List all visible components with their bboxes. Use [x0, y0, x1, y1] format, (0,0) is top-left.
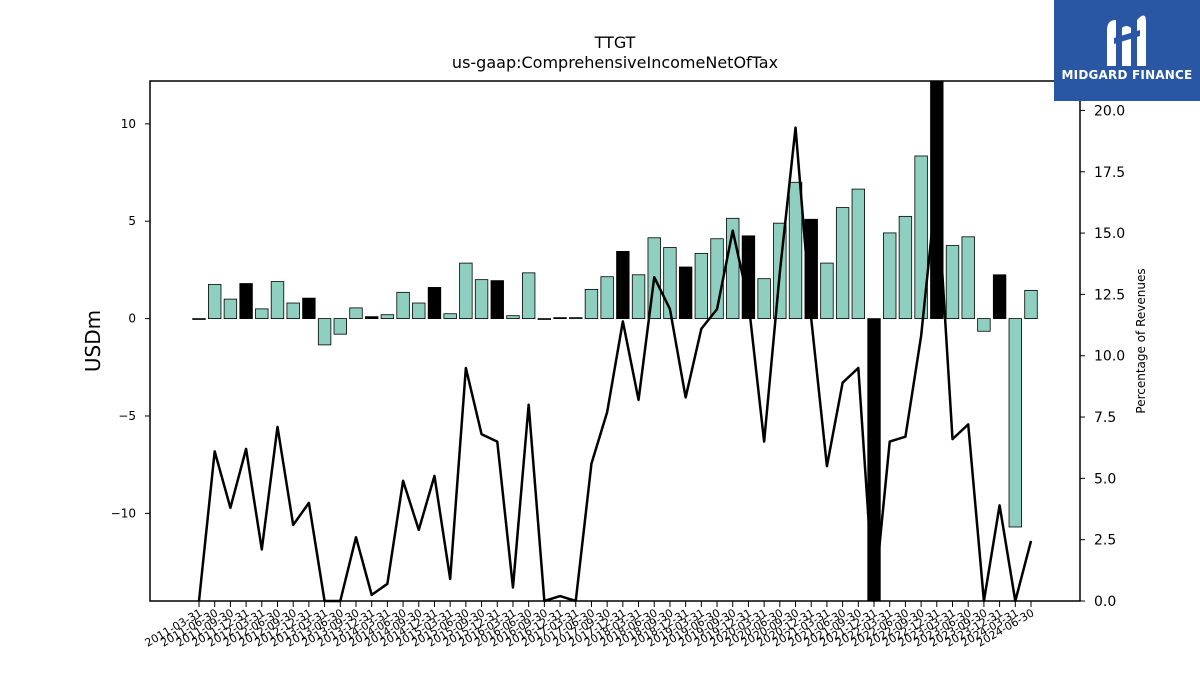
- bar-2011-06-30: [208, 284, 222, 319]
- bar-2016-09-30: [537, 318, 552, 320]
- y2-tick-label: 7.5: [1094, 410, 1116, 426]
- bar-2018-12-31: [678, 266, 693, 319]
- line-series: [197, 126, 1033, 603]
- bar-2024-03-31: [1008, 318, 1022, 528]
- bar-2015-09-30: [474, 279, 489, 319]
- bar-2019-03-31: [694, 252, 709, 319]
- bar-2011-03-31: [192, 318, 206, 320]
- bar-2017-03-31: [569, 317, 583, 320]
- bar-2014-03-31: [380, 314, 395, 320]
- bar-2023-03-31: [945, 245, 960, 320]
- bar-2015-12-31: [490, 280, 504, 320]
- bar-2018-03-31: [631, 274, 646, 319]
- y2-axis-label: Percentage of Revenues: [1134, 268, 1148, 413]
- y2-tick-label: 20.0: [1094, 103, 1125, 119]
- bar-2017-06-30: [584, 288, 599, 320]
- bar-2023-06-30: [961, 236, 975, 320]
- right-axis: 0.0 2.5 5.0 7.5 10.0 12.5 15.0 17.5 20.0: [1080, 103, 1125, 610]
- bar-2015-06-30: [459, 262, 473, 320]
- bar-2024-06-30: [1024, 289, 1038, 319]
- revenue-percentage-line: [197, 126, 1033, 603]
- plot-area: [149, 80, 1081, 602]
- bar-2012-12-31: [302, 297, 316, 319]
- bar-2021-09-30: [851, 188, 865, 319]
- y-tick-label: 0: [128, 312, 136, 326]
- bar-2017-12-31: [616, 251, 630, 320]
- chart-title: TTGT: [594, 33, 636, 52]
- y2-tick-label: 5.0: [1094, 471, 1116, 487]
- bar-2014-09-30: [412, 302, 426, 319]
- bar-2021-03-31: [820, 262, 834, 320]
- bar-2013-06-30: [333, 318, 347, 335]
- bar-2012-09-30: [286, 302, 300, 319]
- bar-2012-06-30: [270, 281, 285, 320]
- bar-2015-03-31: [443, 313, 457, 320]
- logo-text: MIDGARD FINANCE: [1061, 68, 1193, 82]
- bar-2016-06-30: [521, 272, 536, 320]
- y-axis-label: USDm: [81, 310, 105, 372]
- bar-2022-03-31: [883, 232, 897, 320]
- bar-2016-03-31: [506, 315, 520, 319]
- left-axis: −10 −5 0 5 10: [111, 117, 150, 520]
- bar-2021-06-30: [835, 207, 850, 319]
- bar-2023-09-30: [977, 318, 991, 332]
- midgard-logo-icon: [1107, 15, 1146, 67]
- bar-2011-09-30: [223, 298, 238, 320]
- y2-tick-label: 17.5: [1094, 165, 1125, 181]
- y-tick-label: 5: [128, 214, 136, 228]
- bar-2013-12-31: [364, 316, 379, 320]
- bar-2020-03-31: [757, 278, 771, 320]
- chart-subtitle: us-gaap:ComprehensiveIncomeNetOfTax: [452, 53, 778, 72]
- bar-series: [192, 80, 1038, 602]
- y2-tick-label: 10.0: [1094, 349, 1125, 365]
- y2-tick-label: 2.5: [1094, 533, 1116, 549]
- bar-2017-09-30: [600, 276, 614, 320]
- bar-2023-12-31: [992, 274, 1007, 319]
- bar-2022-09-30: [914, 155, 928, 319]
- bar-2016-12-31: [553, 317, 567, 320]
- y2-tick-label: 12.5: [1094, 287, 1125, 303]
- bar-2011-12-31: [239, 283, 253, 320]
- y2-tick-label: 0.0: [1094, 594, 1116, 610]
- bar-2013-03-31: [317, 318, 332, 346]
- y2-tick-label: 15.0: [1094, 226, 1125, 242]
- bar-2022-06-30: [898, 215, 913, 320]
- bar-2013-09-30: [349, 307, 363, 320]
- x-axis: 2011-03-312011-06-302011-09-302011-12-31…: [143, 601, 1037, 650]
- y-tick-label: 10: [121, 117, 136, 131]
- bar-2020-09-30: [788, 181, 803, 320]
- y-tick-label: −5: [118, 409, 136, 423]
- bar-2014-12-31: [427, 287, 442, 320]
- midgard-finance-logo: MIDGARD FINANCE: [1054, 0, 1200, 101]
- bar-2012-03-31: [255, 308, 269, 320]
- bar-2014-06-30: [396, 291, 410, 319]
- y-tick-label: −10: [111, 506, 136, 520]
